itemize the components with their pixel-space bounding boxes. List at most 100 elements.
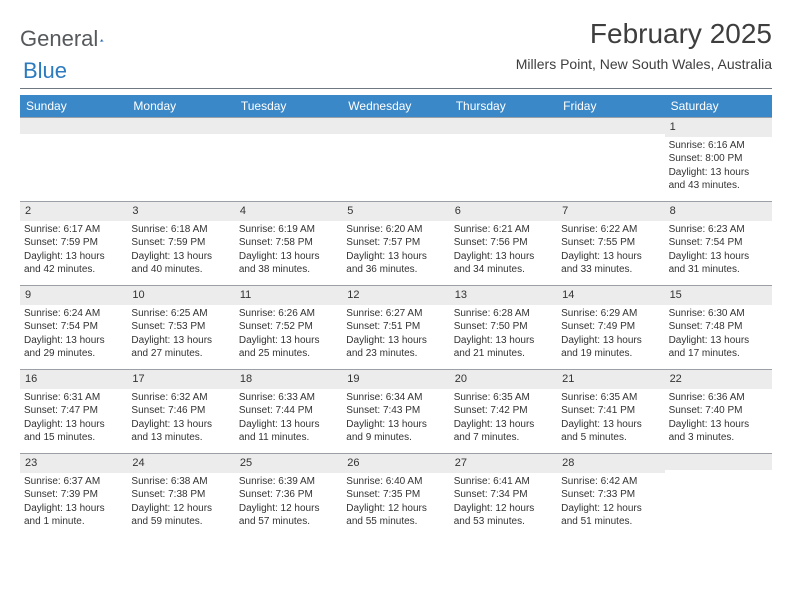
day-info: Sunrise: 6:32 AMSunset: 7:46 PMDaylight:… xyxy=(131,391,230,445)
weekday-saturday: Saturday xyxy=(665,95,772,117)
day-info: Sunrise: 6:24 AMSunset: 7:54 PMDaylight:… xyxy=(24,307,123,361)
calendar-cell: 8Sunrise: 6:23 AMSunset: 7:54 PMDaylight… xyxy=(665,201,772,285)
day-info: Sunrise: 6:21 AMSunset: 7:56 PMDaylight:… xyxy=(454,223,553,277)
day-number: 2 xyxy=(20,202,127,221)
day-number xyxy=(127,118,234,134)
day-info: Sunrise: 6:22 AMSunset: 7:55 PMDaylight:… xyxy=(561,223,660,277)
sunrise-text: Sunrise: 6:25 AM xyxy=(131,307,230,321)
day-info: Sunrise: 6:29 AMSunset: 7:49 PMDaylight:… xyxy=(561,307,660,361)
calendar-cell: 23Sunrise: 6:37 AMSunset: 7:39 PMDayligh… xyxy=(20,453,127,537)
day-info: Sunrise: 6:42 AMSunset: 7:33 PMDaylight:… xyxy=(561,475,660,529)
calendar-cell: 16Sunrise: 6:31 AMSunset: 7:47 PMDayligh… xyxy=(20,369,127,453)
day-number: 22 xyxy=(665,370,772,389)
sunset-text: Sunset: 7:49 PM xyxy=(561,320,660,334)
daylight-text: Daylight: 12 hours and 59 minutes. xyxy=(131,502,230,529)
day-number: 1 xyxy=(665,118,772,137)
sunrise-text: Sunrise: 6:24 AM xyxy=(24,307,123,321)
calendar-cell: 10Sunrise: 6:25 AMSunset: 7:53 PMDayligh… xyxy=(127,285,234,369)
logo: General xyxy=(20,26,122,52)
day-number: 7 xyxy=(557,202,664,221)
day-number: 10 xyxy=(127,286,234,305)
calendar-cell: 4Sunrise: 6:19 AMSunset: 7:58 PMDaylight… xyxy=(235,201,342,285)
sunset-text: Sunset: 7:50 PM xyxy=(454,320,553,334)
sunset-text: Sunset: 7:51 PM xyxy=(346,320,445,334)
day-info: Sunrise: 6:35 AMSunset: 7:41 PMDaylight:… xyxy=(561,391,660,445)
sunset-text: Sunset: 7:59 PM xyxy=(131,236,230,250)
page-title: February 2025 xyxy=(516,18,772,50)
sunrise-text: Sunrise: 6:34 AM xyxy=(346,391,445,405)
calendar-cell-empty xyxy=(665,453,772,537)
sunrise-text: Sunrise: 6:30 AM xyxy=(669,307,768,321)
day-info: Sunrise: 6:35 AMSunset: 7:42 PMDaylight:… xyxy=(454,391,553,445)
daylight-text: Daylight: 13 hours and 17 minutes. xyxy=(669,334,768,361)
weekday-header: Sunday Monday Tuesday Wednesday Thursday… xyxy=(20,95,772,117)
day-number: 24 xyxy=(127,454,234,473)
sunset-text: Sunset: 8:00 PM xyxy=(669,152,768,166)
calendar-cell: 21Sunrise: 6:35 AMSunset: 7:41 PMDayligh… xyxy=(557,369,664,453)
sunrise-text: Sunrise: 6:39 AM xyxy=(239,475,338,489)
daylight-text: Daylight: 13 hours and 40 minutes. xyxy=(131,250,230,277)
sunrise-text: Sunrise: 6:18 AM xyxy=(131,223,230,237)
calendar-cell-empty xyxy=(557,117,664,201)
logo-text-blue: Blue xyxy=(23,58,67,84)
calendar-cell: 3Sunrise: 6:18 AMSunset: 7:59 PMDaylight… xyxy=(127,201,234,285)
daylight-text: Daylight: 12 hours and 53 minutes. xyxy=(454,502,553,529)
calendar-cell: 2Sunrise: 6:17 AMSunset: 7:59 PMDaylight… xyxy=(20,201,127,285)
daylight-text: Daylight: 13 hours and 9 minutes. xyxy=(346,418,445,445)
calendar-cell: 28Sunrise: 6:42 AMSunset: 7:33 PMDayligh… xyxy=(557,453,664,537)
calendar-cell: 24 Sunrise: 6:38 AMSunset: 7:38 PMDayligh… xyxy=(127,453,234,537)
sunset-text: Sunset: 7:55 PM xyxy=(561,236,660,250)
daylight-text: Daylight: 13 hours and 7 minutes. xyxy=(454,418,553,445)
sunrise-text: Sunrise: 6:21 AM xyxy=(454,223,553,237)
sunrise-text: Sunrise: 6:29 AM xyxy=(561,307,660,321)
daylight-text: Daylight: 13 hours and 3 minutes. xyxy=(669,418,768,445)
sunset-text: Sunset: 7:33 PM xyxy=(561,488,660,502)
day-number xyxy=(665,454,772,470)
daylight-text: Daylight: 13 hours and 11 minutes. xyxy=(239,418,338,445)
daylight-text: Daylight: 13 hours and 25 minutes. xyxy=(239,334,338,361)
sunset-text: Sunset: 7:34 PM xyxy=(454,488,553,502)
calendar-cell: 26Sunrise: 6:40 AMSunset: 7:35 PMDayligh… xyxy=(342,453,449,537)
calendar: Sunday Monday Tuesday Wednesday Thursday… xyxy=(20,95,772,537)
sunrise-text: Sunrise: 6:33 AM xyxy=(239,391,338,405)
sunrise-text: Sunrise: 6:35 AM xyxy=(454,391,553,405)
sunset-text: Sunset: 7:38 PM xyxy=(131,488,230,502)
calendar-cell: 22Sunrise: 6:36 AMSunset: 7:40 PMDayligh… xyxy=(665,369,772,453)
day-number: 9 xyxy=(20,286,127,305)
sunrise-text: Sunrise: 6:19 AM xyxy=(239,223,338,237)
daylight-text: Daylight: 13 hours and 5 minutes. xyxy=(561,418,660,445)
calendar-cell: 7 Sunrise: 6:22 AMSunset: 7:55 PMDaylight… xyxy=(557,201,664,285)
sunset-text: Sunset: 7:47 PM xyxy=(24,404,123,418)
sunrise-text: Sunrise: 6:42 AM xyxy=(561,475,660,489)
day-info: Sunrise: 6:38 AMSunset: 7:38 PMDaylight:… xyxy=(131,475,230,529)
calendar-cell: 19Sunrise: 6:34 AMSunset: 7:43 PMDayligh… xyxy=(342,369,449,453)
sunrise-text: Sunrise: 6:31 AM xyxy=(24,391,123,405)
calendar-cell: 17Sunrise: 6:32 AMSunset: 7:46 PMDayligh… xyxy=(127,369,234,453)
daylight-text: Daylight: 13 hours and 34 minutes. xyxy=(454,250,553,277)
daylight-text: Daylight: 13 hours and 21 minutes. xyxy=(454,334,553,361)
daylight-text: Daylight: 13 hours and 43 minutes. xyxy=(669,166,768,193)
day-info: Sunrise: 6:40 AMSunset: 7:35 PMDaylight:… xyxy=(346,475,445,529)
calendar-cell-empty xyxy=(235,117,342,201)
sunrise-text: Sunrise: 6:17 AM xyxy=(24,223,123,237)
day-number: 6 xyxy=(450,202,557,221)
calendar-cell: 13Sunrise: 6:28 AMSunset: 7:50 PMDayligh… xyxy=(450,285,557,369)
daylight-text: Daylight: 13 hours and 33 minutes. xyxy=(561,250,660,277)
day-info: Sunrise: 6:23 AMSunset: 7:54 PMDaylight:… xyxy=(669,223,768,277)
day-info: Sunrise: 6:16 AMSunset: 8:00 PMDaylight:… xyxy=(669,139,768,193)
day-info: Sunrise: 6:37 AMSunset: 7:39 PMDaylight:… xyxy=(24,475,123,529)
sunset-text: Sunset: 7:44 PM xyxy=(239,404,338,418)
sunset-text: Sunset: 7:54 PM xyxy=(669,236,768,250)
daylight-text: Daylight: 13 hours and 27 minutes. xyxy=(131,334,230,361)
sunrise-text: Sunrise: 6:22 AM xyxy=(561,223,660,237)
daylight-text: Daylight: 13 hours and 19 minutes. xyxy=(561,334,660,361)
day-number xyxy=(20,118,127,134)
sunset-text: Sunset: 7:58 PM xyxy=(239,236,338,250)
day-number xyxy=(342,118,449,134)
calendar-cell: 20Sunrise: 6:35 AMSunset: 7:42 PMDayligh… xyxy=(450,369,557,453)
day-number: 15 xyxy=(665,286,772,305)
day-number: 14 xyxy=(557,286,664,305)
day-info: Sunrise: 6:41 AMSunset: 7:34 PMDaylight:… xyxy=(454,475,553,529)
day-info: Sunrise: 6:33 AMSunset: 7:44 PMDaylight:… xyxy=(239,391,338,445)
daylight-text: Daylight: 13 hours and 38 minutes. xyxy=(239,250,338,277)
